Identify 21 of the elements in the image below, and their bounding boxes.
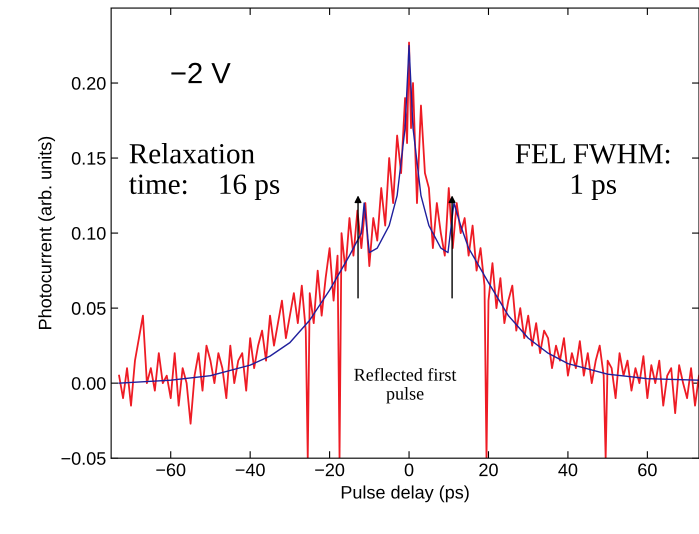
x-tick-label: 60 — [638, 464, 657, 476]
y-tick-label: 0.05 — [72, 302, 106, 315]
annotation: FEL FWHM: 1 ps — [516, 144, 670, 200]
y-tick-label: 0.00 — [72, 377, 106, 390]
annotation: −2 V — [171, 62, 231, 84]
x-tick-label: 40 — [558, 464, 578, 476]
annotation: Relaxation time: 16 ps — [129, 143, 280, 200]
x-tick-label: −20 — [315, 464, 344, 476]
y-tick-label: −0.05 — [61, 452, 106, 465]
line-series — [118, 44, 699, 384]
x-tick-label: 0 — [404, 464, 414, 476]
y-tick-label: 0.20 — [72, 76, 106, 90]
annotation: Reflected first pulse — [354, 368, 456, 404]
y-tick-label: 0.10 — [72, 227, 106, 240]
y-tick-label: 0.15 — [72, 152, 106, 165]
line-series — [118, 42, 699, 458]
y-axis-title: Photocurrent (arb. units) — [38, 136, 56, 329]
x-axis-title: Pulse delay (ps) — [342, 485, 469, 502]
x-tick-label: 20 — [479, 464, 498, 476]
x-tick-label: −60 — [156, 464, 186, 476]
x-tick-label: −40 — [236, 464, 265, 476]
